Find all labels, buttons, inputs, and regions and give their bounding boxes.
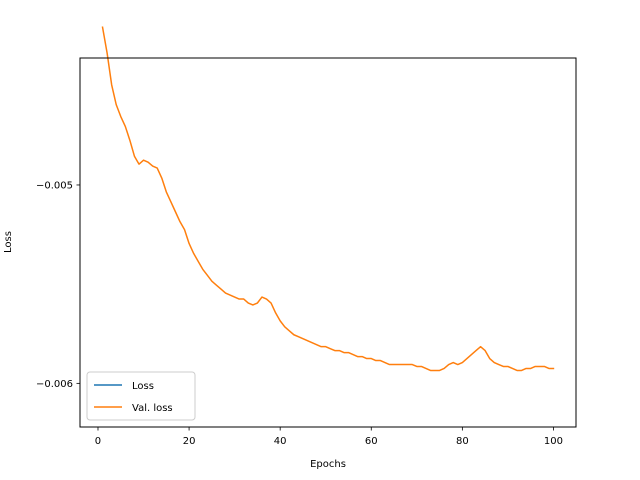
x-tick-label: 20 <box>183 436 196 447</box>
x-tick-label: 80 <box>456 436 469 447</box>
legend-box <box>86 371 196 421</box>
axis-ticks: 020406080100−0.001−0.002−0.003−0.004−0.0… <box>36 180 563 447</box>
x-tick-label: 40 <box>274 436 287 447</box>
series-line-val-loss <box>101 26 555 372</box>
legend: Loss Val. loss <box>86 371 196 421</box>
plot-area <box>101 26 555 372</box>
y-tick-label: −0.006 <box>36 379 73 390</box>
x-axis-label: Epochs <box>310 459 346 470</box>
x-tick-label: 60 <box>365 436 378 447</box>
y-axis-label: Loss <box>3 231 14 253</box>
legend-label-val-loss: Val. loss <box>132 403 173 414</box>
x-tick-label: 100 <box>544 436 563 447</box>
x-tick-label: 0 <box>95 436 101 447</box>
y-tick-label: −0.005 <box>36 180 73 191</box>
axes-frame <box>79 57 577 428</box>
legend-label-loss: Loss <box>132 381 154 392</box>
